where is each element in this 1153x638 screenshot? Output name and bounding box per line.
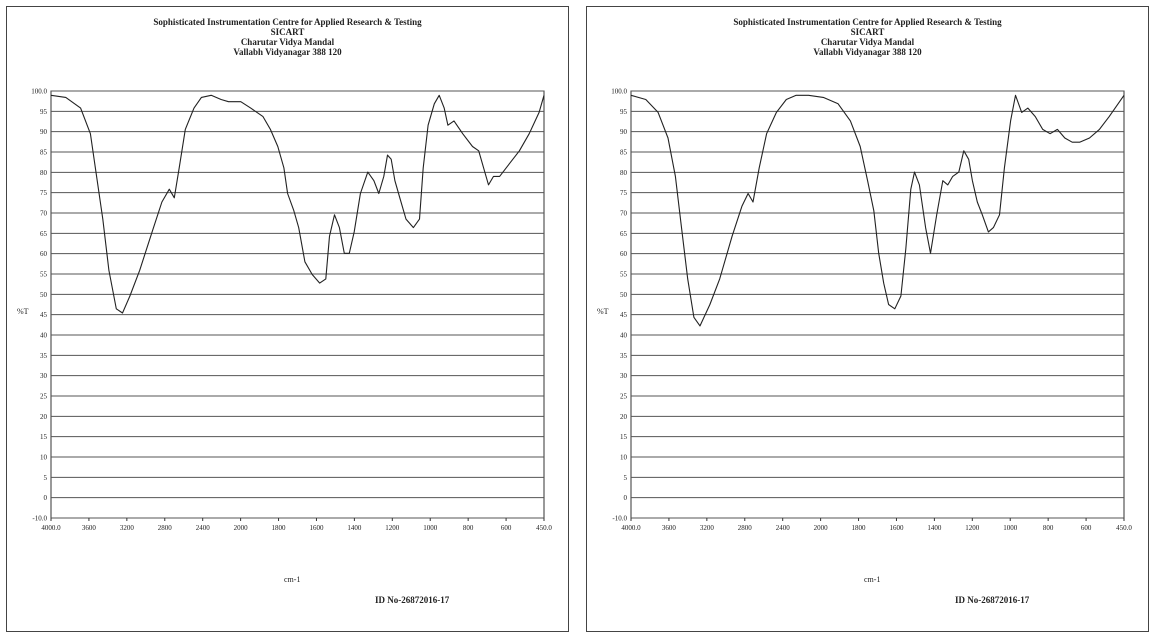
- header-line-mandal: Charutar Vidya Mandal: [820, 37, 915, 47]
- y-tick-label: 75: [620, 189, 628, 197]
- y-tick-label: 45: [40, 311, 48, 319]
- y-tick-label: 30: [620, 372, 628, 380]
- y-tick-label: 40: [40, 332, 48, 340]
- x-tick-label: 2000: [814, 524, 829, 532]
- y-tick-label: 10: [40, 454, 48, 462]
- x-tick-label: 3600: [82, 524, 97, 532]
- header-line-mandal: Charutar Vidya Mandal: [240, 37, 335, 47]
- x-tick-label: 2800: [158, 524, 173, 532]
- x-tick-label: 1400: [927, 524, 942, 532]
- x-axis-label: cm-1: [284, 575, 301, 584]
- y-tick-label: 10: [620, 454, 628, 462]
- y-tick-label: 20: [620, 413, 628, 421]
- y-tick-label: 25: [620, 393, 628, 401]
- x-tick-label: 2400: [196, 524, 211, 532]
- y-tick-label: 85: [40, 149, 48, 157]
- y-tick-label: 55: [620, 271, 628, 279]
- x-tick-label: 1000: [423, 524, 438, 532]
- ir-spectrum-panel-2: Sophisticated Instrumentation Centre for…: [586, 6, 1149, 632]
- transmittance-line: [630, 94, 1125, 327]
- header-line-sicart: SICART: [270, 27, 305, 37]
- x-tick-label: 4000.0: [621, 524, 641, 532]
- y-tick-label: 75: [40, 189, 48, 197]
- x-tick-label: 800: [1043, 524, 1054, 532]
- y-tick-label: 5: [624, 474, 628, 482]
- y-tick-label: 25: [40, 393, 48, 401]
- header-line-institute: Sophisticated Instrumentation Centre for…: [733, 17, 1002, 27]
- x-tick-label: 2800: [738, 524, 753, 532]
- x-tick-label: 2400: [776, 524, 791, 532]
- spectrum-plot: -10.0 0 5 10 15 20 25 30 35 40 45 50 55 60 65 70 75 80 85 9…: [611, 88, 1132, 533]
- sample-id: ID No-26872016-17: [955, 595, 1030, 605]
- header-line-sicart: SICART: [850, 27, 885, 37]
- y-tick-label: 95: [620, 108, 628, 116]
- x-tick-label: 2000: [234, 524, 249, 532]
- spectrum-plot: -10.0 0 5 10 15 20 25 30 35 40 45 50 55 60 65 70 75 80 85 9…: [31, 88, 552, 533]
- y-tick-label: 50: [40, 291, 48, 299]
- header-line-institute: Sophisticated Instrumentation Centre for…: [153, 17, 422, 27]
- y-tick-label: 30: [40, 372, 48, 380]
- ir-spectrum-panel-1: Sophisticated Instrumentation Centre for…: [6, 6, 569, 632]
- y-tick-label: 80: [40, 169, 48, 177]
- y-tick-label: 100.0: [31, 88, 47, 96]
- header-line-address: Vallabh Vidyanagar 388 120: [233, 47, 342, 57]
- y-tick-label: 55: [40, 271, 48, 279]
- y-tick-label: 70: [40, 210, 48, 218]
- y-tick-label: 70: [620, 210, 628, 218]
- x-tick-label: 3200: [700, 524, 715, 532]
- y-tick-label: 60: [40, 250, 48, 258]
- y-tick-label: 60: [620, 250, 628, 258]
- y-tick-label: 15: [620, 433, 628, 441]
- x-tick-label: 1200: [965, 524, 980, 532]
- y-tick-label: 5: [44, 474, 48, 482]
- x-axis-label: cm-1: [864, 575, 881, 584]
- y-tick-label: 40: [620, 332, 628, 340]
- x-tick-label: 1600: [889, 524, 904, 532]
- x-tick-label: 1000: [1003, 524, 1018, 532]
- y-tick-label: 80: [620, 169, 628, 177]
- x-tick-label: 1200: [385, 524, 400, 532]
- plot-frame: [630, 90, 1125, 519]
- x-tick-label: 3600: [662, 524, 677, 532]
- y-tick-label: 95: [40, 108, 48, 116]
- y-tick-label: 85: [620, 149, 628, 157]
- x-tick-label: 450.0: [536, 524, 552, 532]
- y-tick-label: 90: [620, 128, 628, 136]
- y-tick-label: 35: [40, 352, 48, 360]
- y-tick-label: 65: [40, 230, 48, 238]
- sample-id: ID No-26872016-17: [375, 595, 450, 605]
- y-tick-label: 35: [620, 352, 628, 360]
- x-tick-label: 1600: [309, 524, 324, 532]
- x-tick-label: 1800: [852, 524, 867, 532]
- y-tick-label: 45: [620, 311, 628, 319]
- x-tick-label: 600: [501, 524, 512, 532]
- y-axis-label: %T: [597, 307, 609, 316]
- plot-frame: [50, 90, 545, 519]
- x-tick-label: 450.0: [1116, 524, 1132, 532]
- header-line-address: Vallabh Vidyanagar 388 120: [813, 47, 922, 57]
- x-tick-label: 4000.0: [41, 524, 61, 532]
- x-tick-label: 3200: [120, 524, 135, 532]
- x-tick-label: 600: [1081, 524, 1092, 532]
- y-tick-label: -10.0: [612, 515, 627, 523]
- report-header: Sophisticated Instrumentation Centre for…: [587, 17, 1148, 57]
- x-tick-label: 1800: [272, 524, 287, 532]
- y-tick-label: 0: [44, 494, 48, 502]
- y-tick-label: 90: [40, 128, 48, 136]
- y-tick-label: -10.0: [32, 515, 47, 523]
- report-header: Sophisticated Instrumentation Centre for…: [7, 17, 568, 57]
- x-tick-label: 1400: [347, 524, 362, 532]
- y-axis-label: %T: [17, 307, 29, 316]
- y-tick-label: 15: [40, 433, 48, 441]
- y-tick-label: 0: [624, 494, 628, 502]
- x-tick-label: 800: [463, 524, 474, 532]
- y-tick-label: 65: [620, 230, 628, 238]
- y-tick-label: 100.0: [611, 88, 627, 96]
- y-tick-label: 50: [620, 291, 628, 299]
- y-tick-label: 20: [40, 413, 48, 421]
- transmittance-line: [50, 94, 545, 314]
